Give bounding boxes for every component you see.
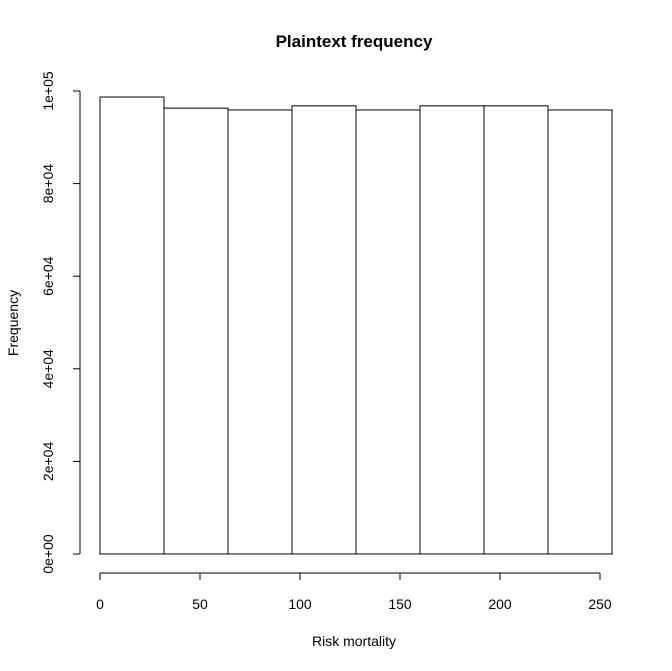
chart-title: Plaintext frequency (276, 32, 433, 51)
histogram-bar (547, 109, 613, 555)
x-tick-label: 100 (288, 596, 312, 612)
histogram-bar (99, 96, 165, 555)
bars-group (99, 96, 613, 555)
x-axis-label: Risk mortality (312, 633, 396, 649)
x-tick-label: 0 (96, 596, 104, 612)
y-tick-label: 8e+04 (40, 164, 56, 204)
histogram-bar (291, 105, 357, 555)
x-tick-label: 150 (388, 596, 412, 612)
y-tick-label: 1e+05 (40, 71, 56, 111)
histogram-bar (355, 109, 421, 555)
y-axis: 0e+00 2e+04 4e+04 6e+04 8e+04 1e+05 (40, 71, 81, 574)
y-axis-label: Frequency (5, 290, 21, 356)
histogram-bar (163, 107, 229, 555)
histogram-bar (419, 105, 485, 555)
x-tick-label: 50 (192, 596, 208, 612)
histogram-bar (227, 109, 293, 555)
x-tick-label: 200 (488, 596, 512, 612)
y-tick-label: 4e+04 (40, 349, 56, 389)
histogram-bar (483, 105, 549, 555)
y-tick-label: 6e+04 (40, 256, 56, 296)
x-tick-label: 250 (588, 596, 612, 612)
x-axis: 0 50 100 150 200 250 (96, 572, 612, 612)
y-tick-label: 0e+00 (40, 534, 56, 574)
y-tick-label: 2e+04 (40, 442, 56, 482)
